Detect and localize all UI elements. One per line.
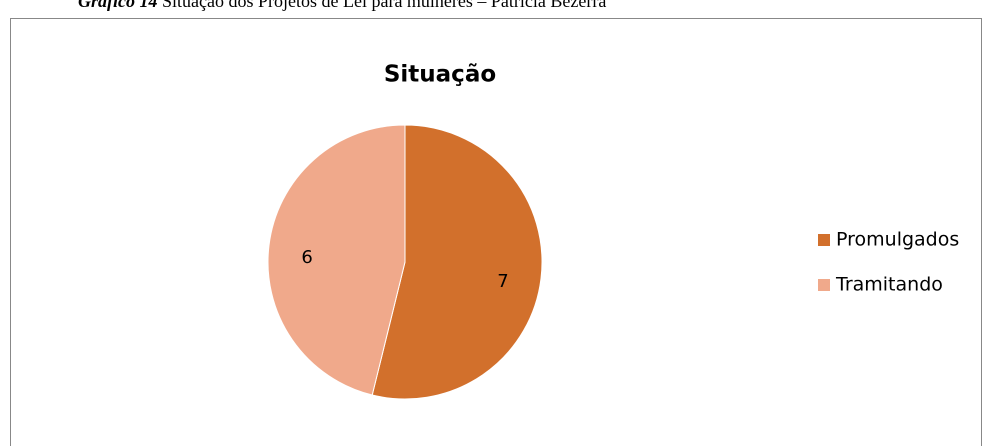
legend-label: Tramitando bbox=[835, 274, 943, 296]
data-label: 7 bbox=[497, 271, 508, 292]
legend-swatch bbox=[818, 279, 830, 291]
pie-slice bbox=[371, 124, 543, 400]
data-label: 6 bbox=[301, 247, 312, 268]
legend-swatch bbox=[818, 234, 830, 246]
pie-slice bbox=[267, 124, 406, 396]
legend-label: Promulgados bbox=[836, 229, 959, 251]
caption-label: Gráfico 14 bbox=[78, 0, 158, 11]
caption-text: Situação dos Projetos de Lei para mulher… bbox=[162, 0, 606, 11]
chart-title: Situação bbox=[384, 62, 496, 88]
caption: Gráfico 14 Situação dos Projetos de Lei … bbox=[78, 0, 606, 11]
